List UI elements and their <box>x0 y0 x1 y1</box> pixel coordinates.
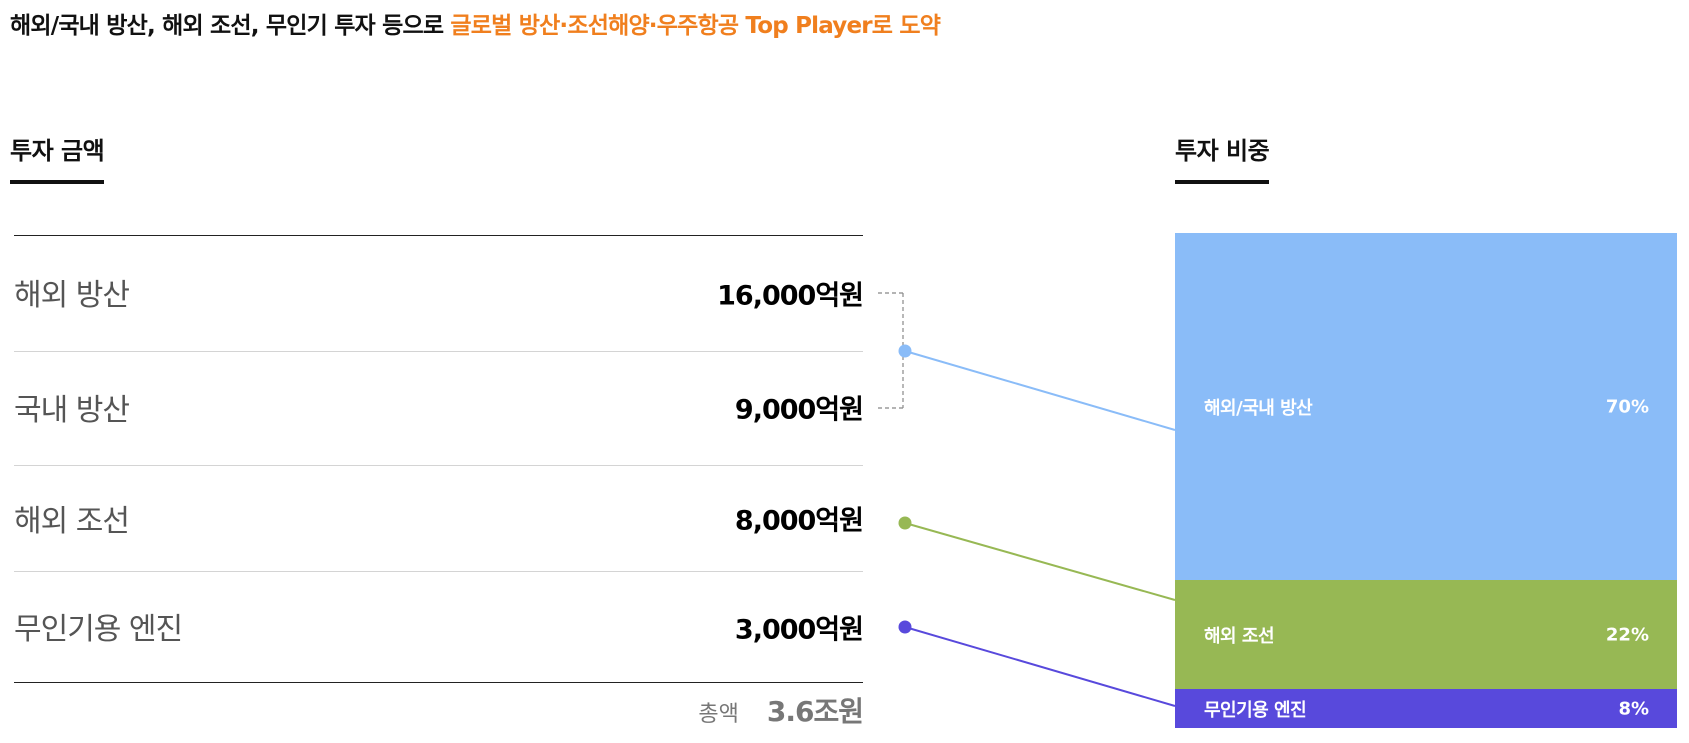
row-label-overseas-defense: 해외 방산 <box>14 278 130 313</box>
row-value-overseas-defense: 16,000억원 <box>717 280 864 312</box>
row-label-overseas-shipbuilding: 해외 조선 <box>14 504 130 539</box>
segment-value-shipbuilding: 22% <box>1605 624 1649 645</box>
row-divider <box>14 571 863 572</box>
total-value: 3.6조원 <box>766 695 864 728</box>
segment-value-defense: 70% <box>1605 396 1649 417</box>
share-section-title: 투자 비중 <box>1175 131 1270 184</box>
row-value-overseas-shipbuilding: 8,000억원 <box>734 505 864 537</box>
row-divider <box>14 351 863 352</box>
row-label-drone-engine: 무인기용 엔진 <box>14 612 183 647</box>
connector-engine <box>904 626 1176 707</box>
connector-dot-shipbuilding <box>898 516 912 530</box>
segment-label-defense: 해외/국내 방산 <box>1204 397 1313 419</box>
table-bottom-rule <box>14 682 863 683</box>
total-label: 총액 <box>698 702 739 727</box>
headline-highlight: 글로벌 방산·조선해양·우주항공 Top Player로 도약 <box>450 13 941 39</box>
row-value-domestic-defense: 9,000억원 <box>734 394 864 426</box>
segment-label-shipbuilding: 해외 조선 <box>1204 625 1275 647</box>
row-divider <box>14 465 863 466</box>
connector-shipbuilding <box>904 522 1176 601</box>
segment-label-engine: 무인기용 엔진 <box>1204 699 1307 721</box>
connector-dot-defense <box>898 344 912 358</box>
segment-defense: 해외/국내 방산 70% <box>1175 233 1677 580</box>
headline: 해외/국내 방산, 해외 조선, 무인기 투자 등으로 글로벌 방산·조선해양·… <box>10 6 941 40</box>
row-label-domestic-defense: 국내 방산 <box>14 393 130 428</box>
headline-prefix: 해외/국내 방산, 해외 조선, 무인기 투자 등으로 <box>10 13 451 39</box>
total-amount: 총액 3.6조원 <box>698 690 864 730</box>
segment-engine: 무인기용 엔진 8% <box>1175 689 1677 728</box>
connector-dot-engine <box>898 620 912 634</box>
segment-value-engine: 8% <box>1618 698 1649 719</box>
segment-shipbuilding: 해외 조선 22% <box>1175 580 1677 689</box>
amount-section-title: 투자 금액 <box>10 131 105 184</box>
connector-defense <box>904 350 1176 431</box>
row-value-drone-engine: 3,000억원 <box>734 614 864 646</box>
share-stacked-bar: 해외/국내 방산 70% 해외 조선 22% 무인기용 엔진 8% <box>1175 233 1677 728</box>
table-top-rule <box>14 235 863 236</box>
